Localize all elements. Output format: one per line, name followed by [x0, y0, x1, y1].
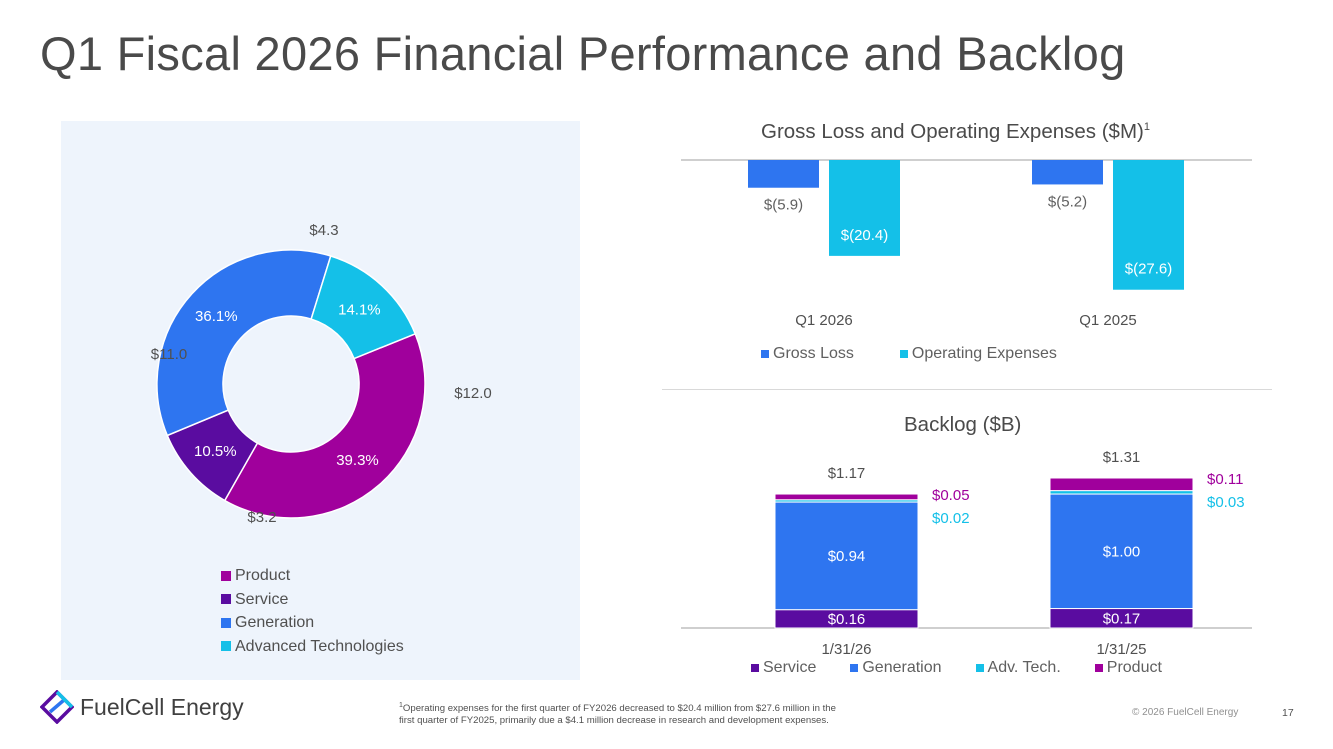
footnote: 1Operating expenses for the first quarte…	[399, 700, 919, 727]
legend-item-bl-service: Service	[751, 659, 816, 677]
legend-item-generation: Generation	[221, 611, 404, 635]
backlog-category-0: 1/31/26	[821, 641, 871, 658]
legend-label-gross-loss: Gross Loss	[773, 345, 854, 362]
legend-label-bl-product: Product	[1106, 659, 1162, 676]
gross-loss-bar-opex-0	[829, 160, 900, 256]
backlog-chart-title: Backlog ($B)	[904, 413, 1022, 436]
gross-loss-bar-opex-1	[1113, 160, 1184, 290]
gross-loss-chart: $(5.9) $(20.4) Q1 2026 $(5.2) $(27.6) Q1 2025	[681, 159, 1252, 329]
legend-label-generation: Generation	[235, 614, 315, 631]
legend-item-service: Service	[221, 588, 404, 612]
gross-loss-label-opex-0: $(20.4)	[841, 227, 889, 244]
donut-value-service: $3.2	[247, 509, 276, 526]
legend-swatch-generation	[221, 617, 231, 628]
gross-loss-title-text: Gross Loss and Operating Expenses ($M)	[761, 120, 1144, 143]
gross-loss-label-gl-1: $(5.2)	[1048, 193, 1087, 210]
legend-item-gross-loss: Gross Loss	[761, 345, 854, 363]
gross-loss-label-gl-0: $(5.9)	[764, 197, 803, 214]
legend-label-bl-service: Service	[763, 659, 817, 676]
legend-swatch-bl-product	[1094, 664, 1103, 672]
backlog-label-advtech-0: $0.02	[932, 510, 970, 527]
legend-label-opex: Operating Expenses	[911, 345, 1057, 362]
gross-loss-category-0: Q1 2026	[795, 312, 853, 329]
donut-value-advanced: $4.3	[309, 222, 338, 239]
footnote-mark: 1	[399, 702, 403, 709]
backlog-legend: Service Generation Adv. Tech. Product	[751, 659, 1162, 677]
legend-label-bl-advtech: Adv. Tech.	[987, 659, 1061, 676]
backlog-category-1: 1/31/25	[1096, 641, 1146, 658]
legend-label-service: Service	[235, 590, 289, 608]
gross-loss-bar-gl-1	[1032, 160, 1103, 185]
donut-slice-product	[223, 332, 426, 519]
donut-legend: Product Service Generation Advanced Tech…	[221, 564, 404, 658]
legend-label-bl-generation: Generation	[862, 659, 942, 676]
backlog-total-1: $1.31	[1103, 449, 1141, 466]
donut-percent-product: 39.3%	[336, 452, 379, 469]
gross-loss-title-superscript: 1	[1143, 121, 1150, 134]
legend-label-product: Product	[235, 567, 291, 584]
page-title: Q1 Fiscal 2026 Financial Performance and…	[40, 27, 1126, 80]
legend-swatch-bl-service	[751, 664, 759, 672]
gross-loss-category-1: Q1 2025	[1079, 312, 1137, 329]
company-name: FuelCell Energy	[80, 693, 244, 720]
backlog-bar-generation-0	[774, 501, 919, 611]
donut-percent-service: 10.5%	[194, 443, 237, 460]
donut-value-product: $12.0	[454, 385, 492, 402]
legend-item-bl-generation: Generation	[850, 659, 942, 677]
legend-swatch-bl-advtech	[975, 664, 984, 672]
legend-swatch-advanced	[221, 641, 231, 652]
donut-panel: 39.3% $12.0 10.5% $3.2 36.1% $11.0 14.1% $4.3 P…	[61, 121, 580, 680]
company-logo: FuelCell Energy	[40, 690, 244, 724]
donut-chart: 39.3% $12.0 10.5% $3.2 36.1% $11.0 14.1% $4.3	[151, 222, 492, 526]
legend-item-bl-advtech: Adv. Tech.	[975, 659, 1061, 677]
donut-percent-advanced: 14.1%	[338, 302, 381, 319]
backlog-label-advtech-1: $0.03	[1207, 494, 1245, 511]
backlog-label-product-0: $0.05	[932, 487, 970, 504]
backlog-bar-product-1	[1049, 477, 1194, 492]
backlog-bar-product-0	[774, 493, 919, 501]
backlog-label-generation-0: $0.94	[828, 548, 866, 565]
fuelcell-logo-icon	[40, 690, 74, 724]
donut-percent-generation: 36.1%	[195, 308, 238, 325]
copyright: © 2026 FuelCell Energy	[1132, 707, 1239, 718]
backlog-label-service-0: $0.16	[828, 611, 866, 628]
backlog-label-product-1: $0.11	[1207, 471, 1243, 488]
gross-loss-bar-gl-0	[748, 160, 819, 188]
backlog-chart: $0.16 $0.94 $0.05 $0.02 $1.17 1/31/26 $0.17 $1.…	[681, 449, 1252, 658]
footnote-line-2: first quarter of FY2025, primarily due a…	[399, 715, 829, 727]
legend-item-product: Product	[221, 564, 404, 588]
legend-label-advanced: Advanced Technologies	[235, 637, 404, 655]
backlog-bar-advtech-1	[1049, 490, 1194, 495]
legend-item-advanced: Advanced Technologies	[221, 635, 404, 659]
legend-item-bl-product: Product	[1094, 659, 1162, 677]
legend-swatch-bl-generation	[850, 664, 859, 672]
backlog-total-0: $1.17	[828, 465, 866, 482]
donut-value-generation: $11.0	[151, 346, 187, 363]
gross-loss-legend: Gross Loss Operating Expenses	[761, 345, 1057, 363]
backlog-bar-generation-1	[1049, 493, 1194, 610]
gross-loss-chart-title: Gross Loss and Operating Expenses ($M)1	[761, 120, 1150, 144]
page-number: 17	[1282, 707, 1294, 719]
section-divider	[662, 389, 1272, 390]
legend-item-opex: Operating Expenses	[899, 345, 1057, 363]
legend-swatch-product	[221, 570, 231, 581]
legend-swatch-gross-loss	[761, 350, 769, 358]
footnote-line-1: Operating expenses for the first quarter…	[402, 703, 836, 715]
legend-swatch-opex	[899, 350, 908, 358]
gross-loss-label-opex-1: $(27.6)	[1125, 261, 1173, 278]
legend-swatch-service	[221, 594, 231, 605]
backlog-label-generation-1: $1.00	[1103, 543, 1141, 560]
donut-slice-advanced	[310, 255, 417, 360]
backlog-label-service-1: $0.17	[1103, 610, 1141, 627]
donut-slice-generation	[156, 249, 332, 437]
